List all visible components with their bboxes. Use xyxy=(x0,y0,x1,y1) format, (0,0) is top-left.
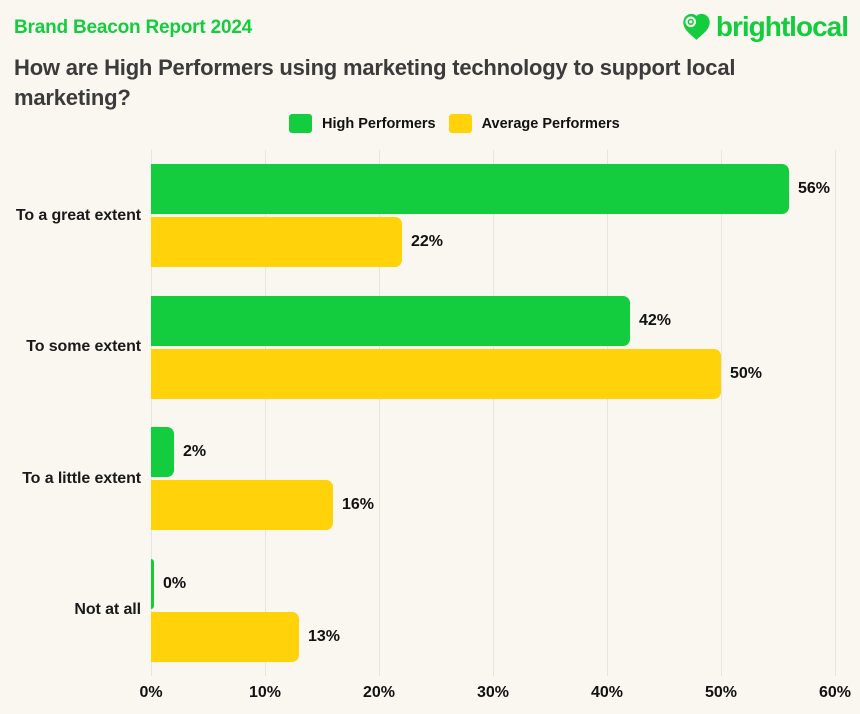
value-label-high-performers-to-some-extent: 42% xyxy=(639,311,672,329)
brightlocal-logo: brightlocal xyxy=(680,10,849,44)
chart-legend: High Performers Average Performers xyxy=(289,114,620,133)
gridline-40 xyxy=(607,150,608,676)
gridline-30 xyxy=(493,150,494,676)
report-label: Brand Beacon Report 2024 xyxy=(14,17,253,38)
brightlocal-logo-text: brightlocal xyxy=(715,11,849,42)
brightlocal-heart-pin-icon xyxy=(683,13,710,40)
value-label-high-performers-to-a-great-extent: 56% xyxy=(798,180,831,198)
bar-average-performers-to-some-extent xyxy=(151,348,721,399)
value-label-average-performers-to-some-extent: 50% xyxy=(730,364,763,382)
x-axis-tick-label-50: 50% xyxy=(704,684,738,701)
bar-high-performers-to-a-great-extent xyxy=(151,164,789,215)
category-label-to-a-great-extent: To a great extent xyxy=(15,206,141,224)
gridline-50 xyxy=(721,150,722,676)
category-label-not-at-all: Not at all xyxy=(74,601,141,619)
gridline-60 xyxy=(835,150,836,676)
category-label-to-a-little-extent: To a little extent xyxy=(22,469,141,487)
x-axis-tick-label-40: 40% xyxy=(590,684,624,701)
bar-high-performers-to-some-extent xyxy=(151,295,630,346)
category-label-to-some-extent: To some extent xyxy=(26,338,141,356)
value-label-average-performers-to-a-little-extent: 16% xyxy=(342,496,375,514)
bar-high-performers-to-a-little-extent xyxy=(151,427,174,478)
x-axis-tick-label-30: 30% xyxy=(476,684,510,701)
bar-average-performers-to-a-little-extent xyxy=(151,480,333,531)
x-axis-tick-label-10: 10% xyxy=(248,684,282,701)
bar-average-performers-to-a-great-extent xyxy=(151,217,402,268)
bar-high-performers-not-at-all xyxy=(151,558,154,609)
bar-average-performers-not-at-all xyxy=(151,611,299,662)
gridline-0 xyxy=(151,150,152,676)
legend-label: Average Performers xyxy=(481,115,620,132)
value-label-high-performers-to-a-little-extent: 2% xyxy=(183,443,207,461)
value-label-average-performers-to-a-great-extent: 22% xyxy=(411,233,444,251)
x-axis-tick-label-0: 0% xyxy=(139,684,163,701)
legend-swatch-high-performers xyxy=(289,114,312,133)
x-axis-tick-label-20: 20% xyxy=(362,684,396,701)
legend-item-average-performers: Average Performers xyxy=(448,114,620,133)
value-label-average-performers-not-at-all: 13% xyxy=(308,627,341,645)
chart-title: How are High Performers using marketing … xyxy=(14,55,736,110)
x-axis-tick-label-60: 60% xyxy=(818,684,852,701)
gridline-20 xyxy=(379,150,380,676)
bar-chart: To a great extent 56% 22% To some extent 42%… xyxy=(0,150,860,710)
gridline-10 xyxy=(265,150,266,676)
legend-item-high-performers: High Performers xyxy=(289,114,436,133)
legend-label: High Performers xyxy=(322,115,436,132)
legend-swatch-average-performers xyxy=(448,114,472,133)
value-label-high-performers-not-at-all: 0% xyxy=(163,574,187,592)
